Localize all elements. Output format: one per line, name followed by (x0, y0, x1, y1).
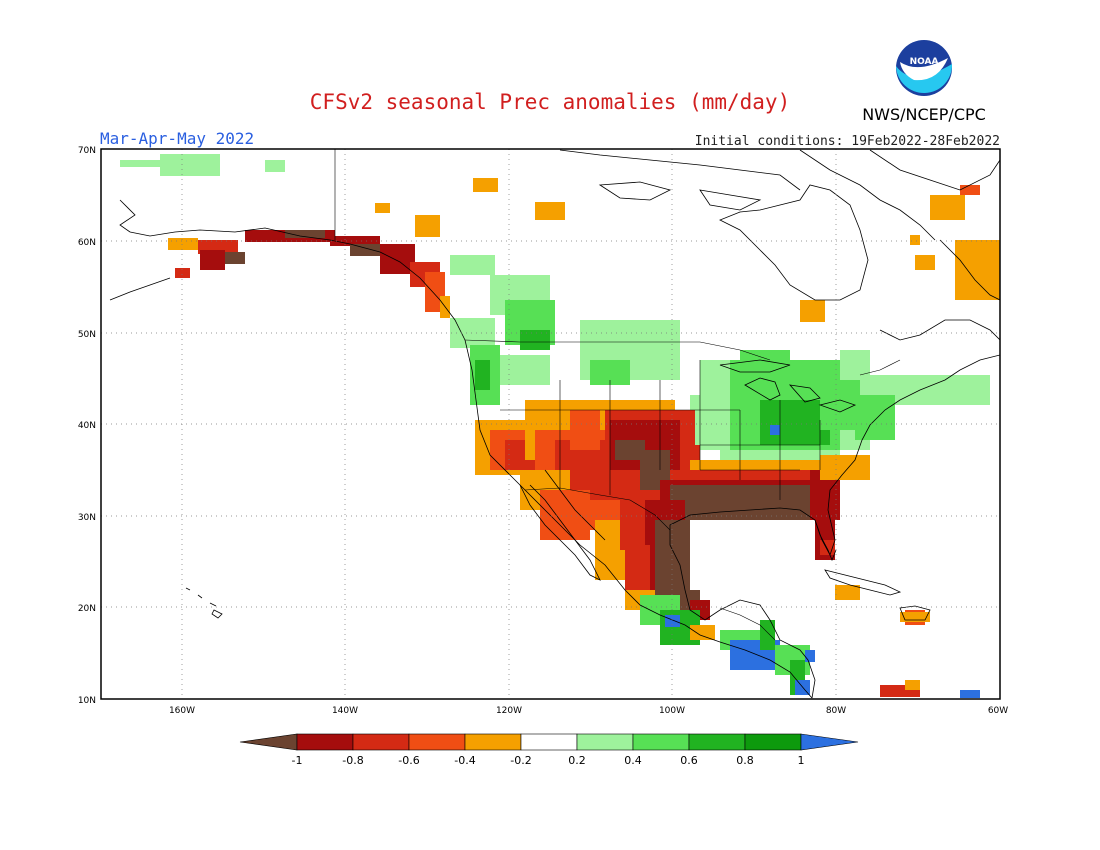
noaa-logo-text: NOAA (910, 57, 939, 67)
lat-tick-label: 50N (78, 330, 96, 340)
map-title: CFSv2 seasonal Prec anomalies (mm/day) (310, 90, 790, 114)
lon-tick-label: 60W (988, 706, 1008, 716)
colorbar: -1 -0.8 -0.6 -0.4 -0.2 0.2 0.4 0.6 0.8 1 (239, 733, 859, 767)
lat-tick-label: 20N (78, 604, 96, 614)
colorbar-swatch (688, 733, 746, 751)
lat-tick-label: 30N (78, 513, 96, 523)
lat-tick-label: 60N (78, 238, 96, 248)
lon-tick-label: 100W (659, 706, 685, 716)
lon-tick-label: 80W (826, 706, 846, 716)
colorbar-label: -0.8 (342, 754, 363, 767)
political-borders (334, 149, 901, 641)
coastlines (109, 149, 1000, 699)
colorbar-label: -1 (292, 754, 303, 767)
lon-tick-label: 140W (332, 706, 358, 716)
map-area (100, 148, 1001, 700)
colorbar-swatch (464, 733, 522, 751)
colorbar-swatch (352, 733, 410, 751)
lat-tick-label: 10N (78, 696, 96, 706)
colorbar-label: 0.6 (680, 754, 698, 767)
colorbar-swatch (296, 733, 354, 751)
colorbar-label: -0.4 (454, 754, 475, 767)
lat-tick-label: 40N (78, 421, 96, 431)
lon-axis: 160W 140W 120W 100W 80W 60W (169, 706, 1008, 716)
agency-label: NWS/NCEP/CPC (862, 105, 986, 124)
colorbar-swatch (744, 733, 802, 751)
map-frame (100, 148, 1001, 700)
anomaly-shading (120, 154, 1000, 698)
colorbar-swatch (632, 733, 690, 751)
colorbar-label: 1 (798, 754, 805, 767)
season-label: Mar-Apr-May 2022 (100, 129, 254, 148)
colorbar-label: 0.4 (624, 754, 642, 767)
graticule (101, 149, 1000, 699)
colorbar-label: -0.2 (510, 754, 531, 767)
colorbar-swatch (408, 733, 466, 751)
noaa-logo: NOAA (896, 40, 953, 96)
colorbar-label: 0.8 (736, 754, 754, 767)
lat-tick-label: 70N (78, 146, 96, 156)
lon-tick-label: 160W (169, 706, 195, 716)
colorbar-swatch (520, 733, 578, 751)
colorbar-swatch (576, 733, 634, 751)
colorbar-label: -0.6 (398, 754, 419, 767)
colorbar-high-arrow (800, 733, 859, 751)
colorbar-low-arrow (239, 733, 298, 751)
lon-tick-label: 120W (496, 706, 522, 716)
lat-axis: 70N 60N 50N 40N 30N 20N 10N (78, 146, 96, 706)
initial-conditions: Initial conditions: 19Feb2022-28Feb2022 (695, 134, 1000, 149)
colorbar-label: 0.2 (568, 754, 586, 767)
